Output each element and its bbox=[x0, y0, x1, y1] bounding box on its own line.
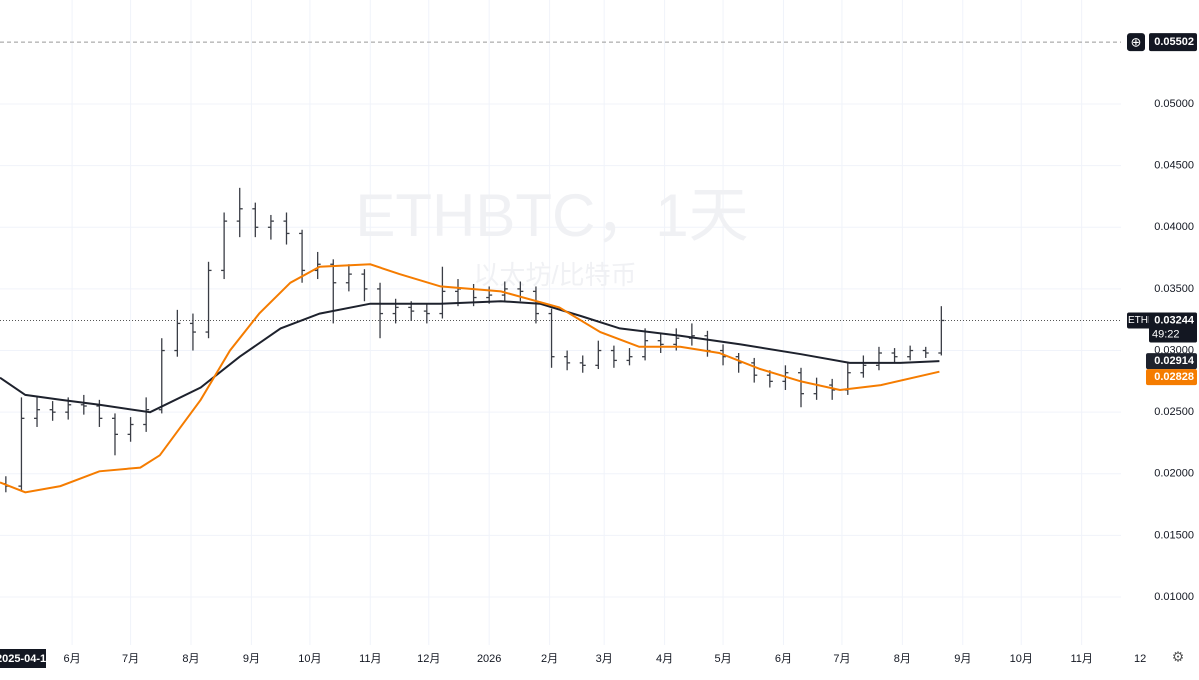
ohlc-bar bbox=[517, 281, 524, 302]
y-tick-label: 0.01500 bbox=[1154, 529, 1194, 541]
alert-badge bbox=[1149, 33, 1197, 52]
ohlc-bar bbox=[252, 202, 259, 238]
x-tick-label: 4月 bbox=[656, 653, 673, 665]
ohlc-bar bbox=[49, 401, 56, 421]
ohlc-bar bbox=[80, 394, 87, 415]
x-tick-label: 8月 bbox=[182, 653, 199, 665]
ohlc-bar bbox=[158, 338, 165, 414]
ohlc-bar bbox=[860, 355, 867, 378]
ohlc-bar bbox=[34, 397, 41, 427]
ohlc-bar bbox=[579, 355, 586, 373]
ohlc-bar bbox=[626, 348, 633, 366]
ohlc-bar bbox=[205, 261, 212, 339]
ohlc-bar bbox=[127, 417, 134, 442]
ohlc-bar bbox=[875, 346, 882, 371]
y-tick-label: 0.04500 bbox=[1154, 160, 1194, 172]
ohlc-bar bbox=[423, 303, 430, 324]
ohlc-bar bbox=[283, 212, 290, 245]
ohlc-bar bbox=[501, 281, 508, 302]
x-tick-label: 6月 bbox=[64, 653, 81, 665]
ohlc-bar bbox=[189, 313, 196, 351]
ma-value: 0.02914 bbox=[1154, 355, 1195, 367]
x-tick-label: 11月 bbox=[359, 653, 381, 665]
ma-badge bbox=[1146, 353, 1197, 370]
y-tick-label: 0.05000 bbox=[1154, 98, 1194, 110]
alert-price: 0.05502 bbox=[1154, 36, 1194, 48]
ma-badge bbox=[1146, 369, 1197, 386]
ohlc-bar bbox=[548, 308, 555, 368]
alert-icon: ⊕ bbox=[1131, 35, 1142, 50]
x-tick-label: 10月 bbox=[1010, 653, 1033, 665]
ohlc-bar bbox=[377, 282, 384, 339]
x-tick-label: 9月 bbox=[954, 653, 971, 665]
x-tick-label: 5月 bbox=[714, 653, 731, 665]
ohlc-bar bbox=[922, 346, 929, 358]
ohlc-bar bbox=[642, 328, 649, 361]
ohlc-bar bbox=[221, 212, 228, 280]
date-badge bbox=[0, 649, 46, 668]
ohlc-bar bbox=[330, 259, 337, 324]
x-tick-label: 2025-04-11 bbox=[0, 653, 52, 665]
settings-icon[interactable]: ⚙ bbox=[1172, 649, 1185, 665]
symbol-label: ETHBTC bbox=[1128, 315, 1168, 326]
ohlc-bar bbox=[236, 187, 243, 238]
x-tick-label: 12月 bbox=[417, 653, 440, 665]
x-tick-label: 10月 bbox=[298, 653, 321, 665]
ohlc-bar bbox=[595, 340, 602, 370]
plot bbox=[0, 41, 1125, 494]
x-tick-label: 3月 bbox=[596, 653, 613, 665]
ohlc-bar bbox=[532, 286, 539, 324]
x-tick-label: 2026 bbox=[477, 653, 501, 665]
x-tick-label: 2月 bbox=[541, 653, 558, 665]
ohlc-bar bbox=[111, 413, 118, 456]
x-tick-label: 9月 bbox=[243, 653, 260, 665]
ohlc-bar bbox=[564, 350, 571, 371]
x-tick-label: 11月 bbox=[1070, 653, 1092, 665]
ohlc-bar bbox=[267, 214, 274, 240]
x-tick-label: 6月 bbox=[775, 653, 792, 665]
ohlc-bar bbox=[174, 309, 181, 357]
y-tick-label: 0.01000 bbox=[1154, 591, 1194, 603]
ohlc-bar bbox=[891, 348, 898, 363]
last-price: 0.03244 bbox=[1154, 314, 1195, 326]
ma-value: 0.02828 bbox=[1154, 371, 1194, 383]
ohlc-bar bbox=[735, 353, 742, 373]
ohlc-bar bbox=[938, 306, 945, 356]
y-tick-label: 0.02500 bbox=[1154, 406, 1194, 418]
x-tick-label: 7月 bbox=[122, 653, 139, 665]
y-tick-label: 0.04000 bbox=[1154, 221, 1194, 233]
alert-icon-bg bbox=[1127, 33, 1145, 52]
ohlc-bar bbox=[314, 251, 321, 280]
axes: 0.010000.015000.020000.025000.030000.035… bbox=[0, 33, 1197, 668]
x-tick-label: 12 bbox=[1134, 653, 1146, 665]
watermark-title: ETHBTC，1天 bbox=[355, 182, 748, 249]
ma-line bbox=[0, 263, 940, 494]
ohlc-bar bbox=[829, 378, 836, 400]
x-tick-label: 8月 bbox=[894, 653, 911, 665]
ohlc-bar bbox=[143, 397, 150, 432]
ohlc-bar bbox=[439, 266, 446, 319]
y-tick-label: 0.02000 bbox=[1154, 468, 1194, 480]
ohlc-bar bbox=[907, 345, 914, 361]
ohlc-bar bbox=[299, 229, 306, 283]
ohlc-bar bbox=[766, 370, 773, 388]
x-tick-label: 7月 bbox=[833, 653, 850, 665]
ohlc-bar bbox=[798, 367, 805, 408]
ohlc-bar bbox=[657, 333, 664, 354]
ohlc-bar bbox=[361, 269, 368, 302]
ma-line bbox=[0, 300, 940, 414]
watermark-subtitle: 以太坊/比特币 bbox=[473, 260, 636, 290]
ohlc-bar bbox=[18, 397, 25, 492]
last-price-badge bbox=[1149, 312, 1197, 343]
y-tick-label: 0.03500 bbox=[1154, 283, 1194, 295]
ohlc-bar bbox=[751, 357, 758, 383]
ohlc-bar bbox=[610, 345, 617, 368]
countdown: 49:22 bbox=[1152, 328, 1180, 340]
ohlc-bar bbox=[345, 264, 352, 292]
